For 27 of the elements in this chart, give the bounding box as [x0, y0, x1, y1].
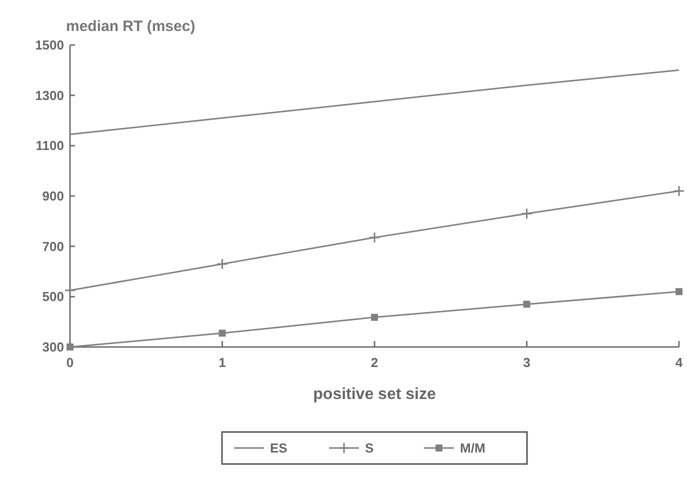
x-tick-label: 0 [66, 355, 74, 370]
line-series [69, 69, 680, 136]
y-tick-label: 300 [42, 340, 64, 355]
x-tick-label: 3 [523, 355, 530, 370]
point [368, 232, 380, 244]
x-axis-title: positive set size [313, 386, 436, 403]
y-tick-label: 900 [42, 188, 64, 204]
legend-label: M/M [460, 440, 486, 456]
y-axis-title: median RT (msec) [66, 18, 196, 35]
point [64, 284, 76, 296]
point [521, 208, 532, 220]
point [216, 258, 228, 270]
legend-label: S [365, 440, 374, 456]
x-tick-label: 4 [675, 355, 684, 370]
point [523, 300, 530, 308]
x-tick-label: 2 [370, 355, 378, 370]
point [676, 288, 682, 296]
point [673, 185, 685, 197]
y-tick-label: 1300 [35, 88, 64, 103]
point [218, 330, 226, 337]
x-tick-label: 1 [218, 355, 226, 370]
y-tick-label: 500 [42, 289, 64, 304]
y-tick-label: 1100 [36, 138, 64, 154]
y-tick-label: 1500 [35, 38, 64, 53]
legend-label: ES [270, 440, 288, 456]
y-tick-label: 700 [42, 238, 64, 254]
point [371, 314, 378, 321]
